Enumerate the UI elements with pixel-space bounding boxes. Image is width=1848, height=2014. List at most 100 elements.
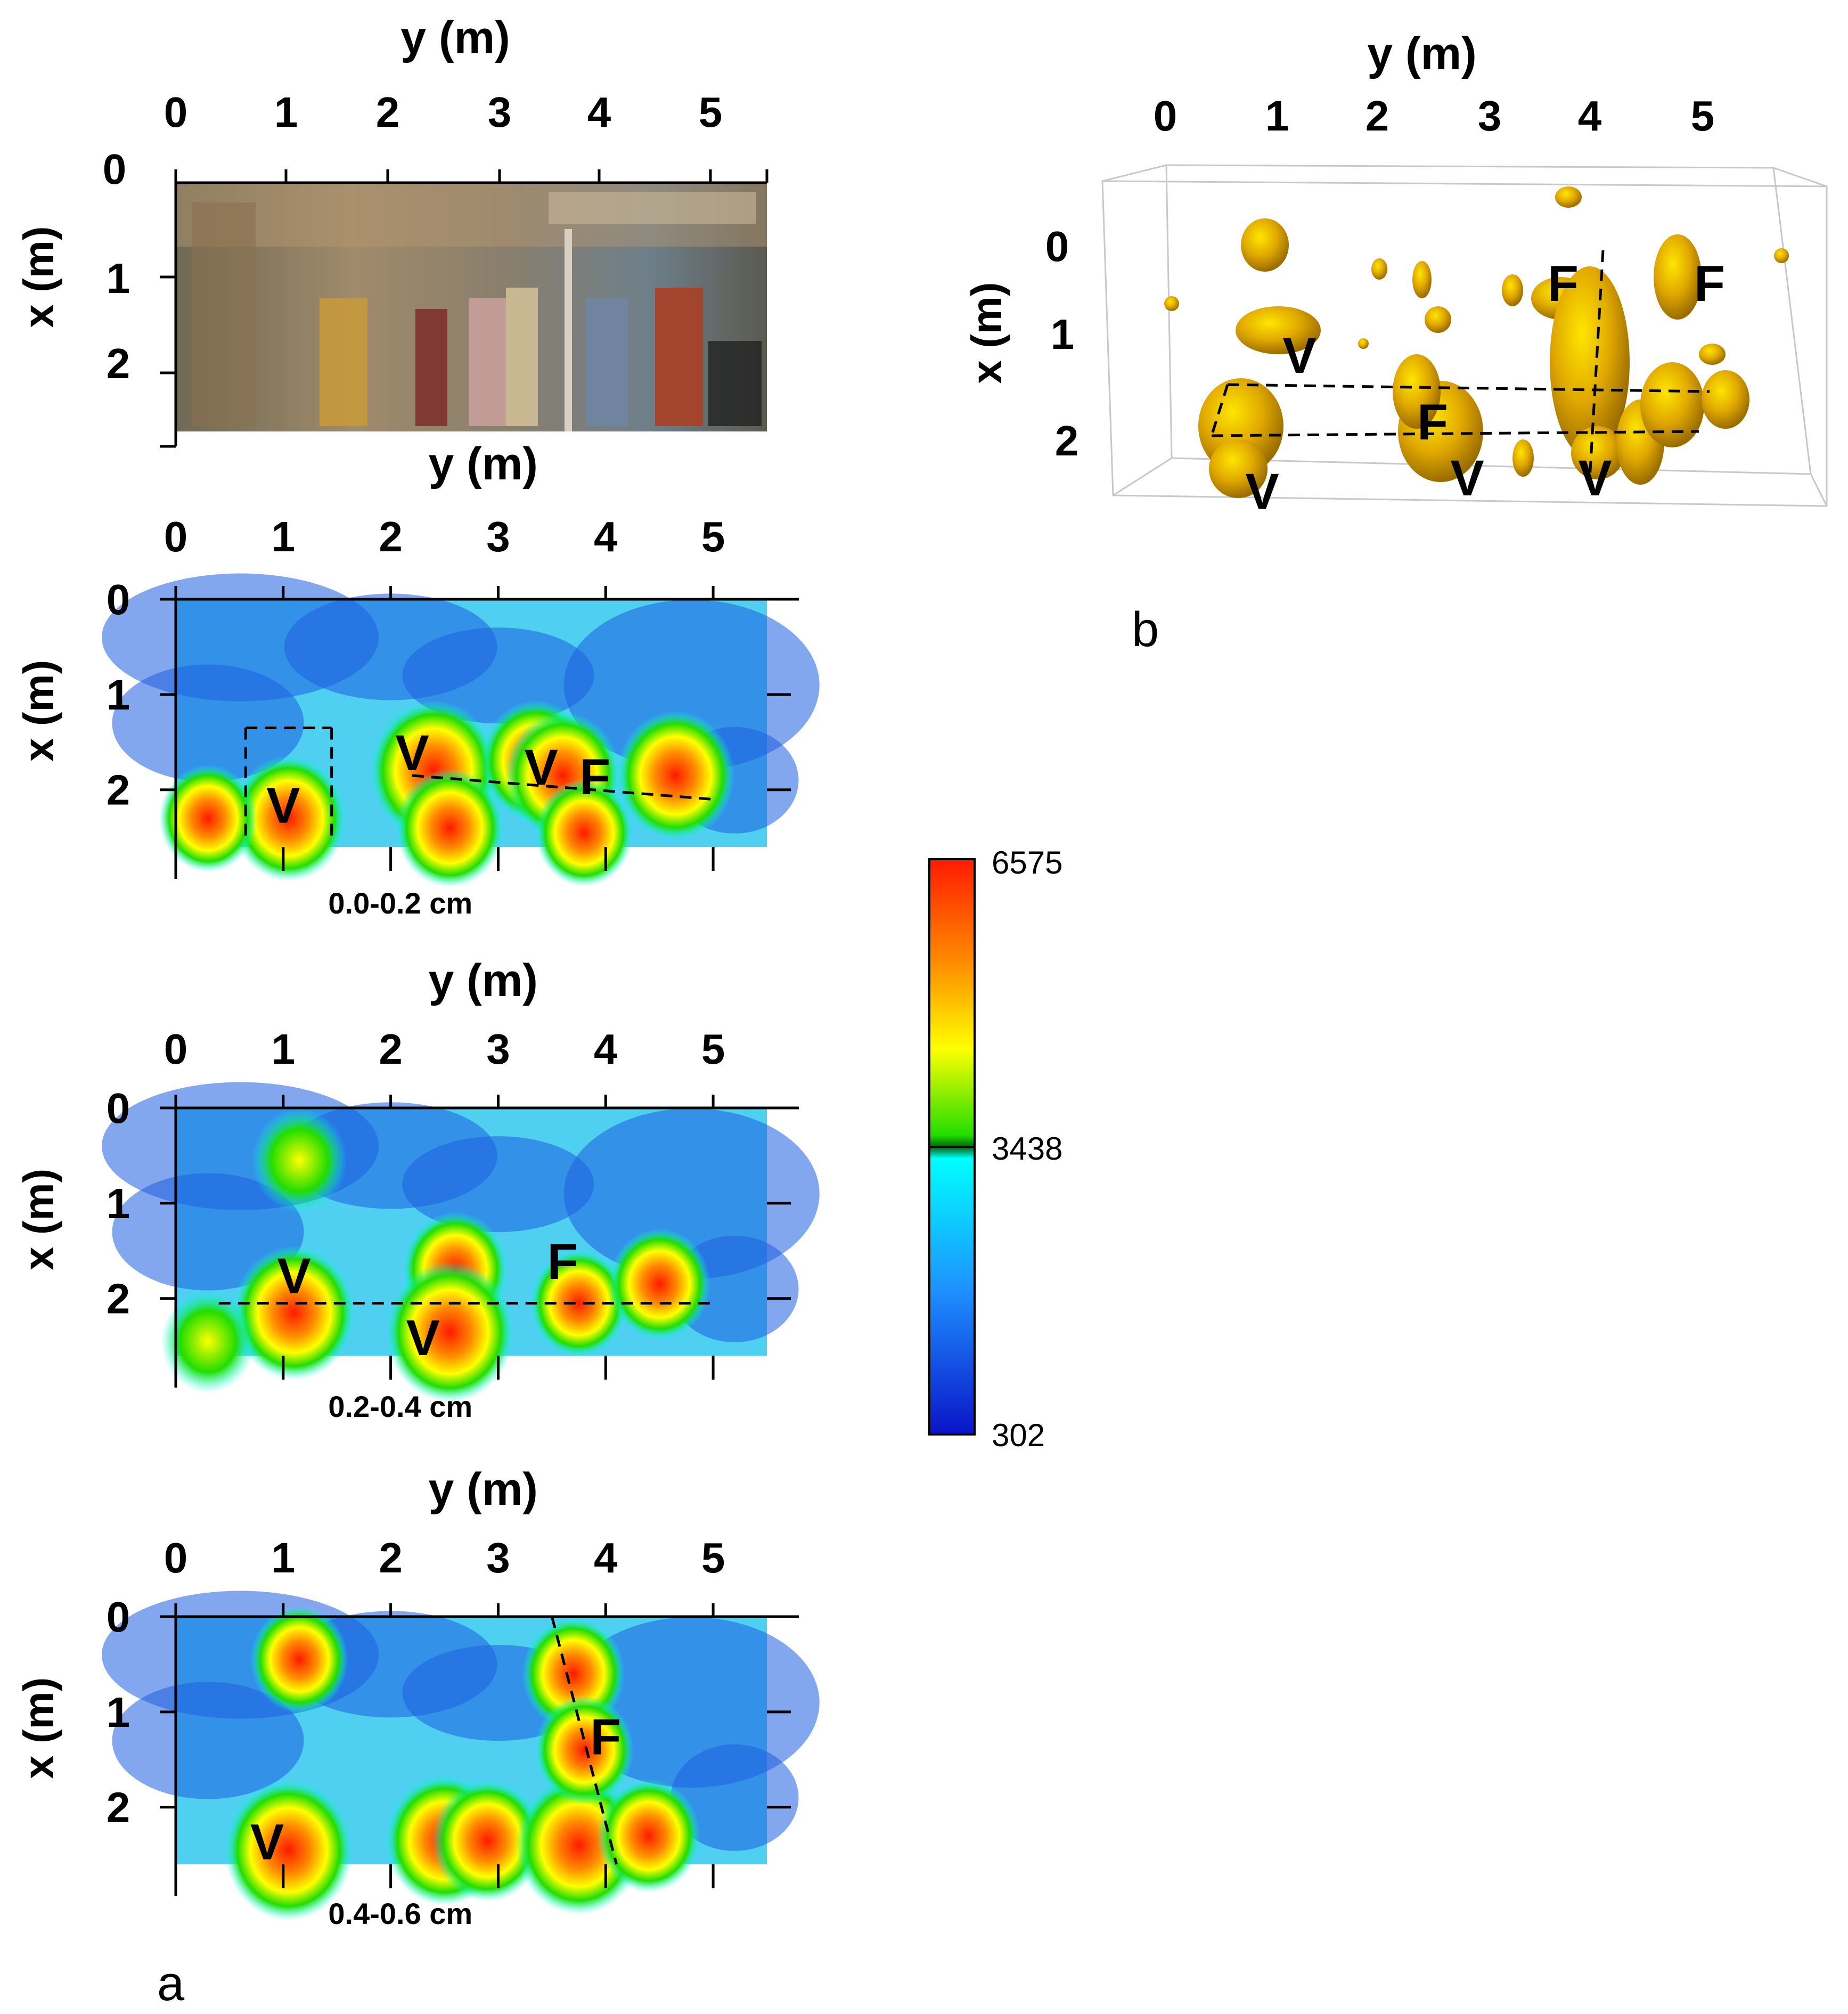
iso-surface-blob <box>1241 218 1289 272</box>
low-region <box>563 599 820 770</box>
iso-surface-blob <box>1502 274 1523 306</box>
depth-subtitle: 0.0-0.2 cm <box>328 886 472 920</box>
anomaly-label: V <box>1450 450 1484 507</box>
tick-label: 2 <box>107 767 130 814</box>
low-region <box>402 1136 594 1233</box>
x-axis-title: x (m) <box>15 660 62 762</box>
anomaly-label: F <box>547 1234 578 1290</box>
iso-surface-blob <box>1702 370 1749 429</box>
hotspot <box>530 1249 628 1357</box>
iso-surface-blob <box>1550 266 1630 458</box>
iso-surface-blob <box>1654 234 1702 320</box>
svg-text:2: 2 <box>1365 92 1389 140</box>
hotspot <box>233 1245 355 1380</box>
iso-surface-blob <box>1358 338 1369 349</box>
iso-surface-blob <box>1164 296 1179 311</box>
fracture-line <box>412 774 714 801</box>
tick-label: 0 <box>107 576 130 623</box>
tick-label: 5 <box>701 513 725 560</box>
tick-label: 1 <box>272 1025 296 1073</box>
tick-label: 0 <box>164 1534 188 1581</box>
tick-label: 0 <box>107 1085 130 1132</box>
colorbar-max-label: 6575 <box>992 845 1062 880</box>
svg-text:1: 1 <box>1051 311 1075 358</box>
hotspot <box>432 1780 543 1902</box>
hotspot <box>159 764 257 873</box>
iso-surface-blob <box>1699 344 1726 365</box>
iso-surface-blob <box>1412 261 1432 298</box>
tick-label: 0 <box>164 513 188 560</box>
iso-surface-blob <box>1236 306 1321 354</box>
anomaly-label: V <box>277 1248 310 1304</box>
tick-label: 2 <box>379 513 403 560</box>
x-axis-title: x (m) <box>15 1169 62 1270</box>
tick-label: 0 <box>164 88 188 136</box>
tick-label: 3 <box>486 1025 510 1073</box>
iso-surface-blob <box>1640 362 1704 447</box>
anomaly-label: V <box>524 739 558 796</box>
tick-label: 4 <box>594 1025 618 1073</box>
tick-label: 3 <box>486 513 510 560</box>
tick-label: 1 <box>107 671 130 719</box>
hotspot <box>161 1290 255 1393</box>
anomaly-label: V <box>250 1814 284 1870</box>
panel-3d-y-ticks: 0 1 2 3 4 5 <box>1154 92 1715 140</box>
x-axis-title: x (m) <box>15 1677 62 1779</box>
depth-subtitle: 0.2-0.4 cm <box>328 1390 472 1423</box>
tick-label: 5 <box>701 1025 725 1073</box>
svg-text:5: 5 <box>1691 92 1715 140</box>
photo-panel: y (m) 0 1 2 3 4 5 0 1 2 x (m) <box>15 12 768 448</box>
hotspot <box>250 1605 348 1714</box>
tick-label: 4 <box>594 1534 618 1581</box>
y-axis-title: y (m) <box>428 955 537 1006</box>
panel-3d-y-axis-title: y (m) <box>1367 28 1476 79</box>
colorbar-min-label: 302 <box>992 1417 1045 1453</box>
photo-y-ticks: 0 1 2 3 4 5 <box>164 88 723 136</box>
tick-label: 2 <box>379 1534 403 1581</box>
svg-text:0: 0 <box>1045 223 1069 270</box>
fracture-line <box>550 1616 618 1865</box>
tick-label: 2 <box>376 88 400 136</box>
iso-surfaces <box>1164 186 1789 498</box>
svg-text:0: 0 <box>103 145 127 193</box>
hotspot <box>396 768 504 887</box>
hotspot <box>535 1695 634 1805</box>
hotspot <box>616 711 735 841</box>
tick-label: 3 <box>486 1534 510 1581</box>
hotspot <box>608 1228 710 1340</box>
tick-label: 2 <box>107 1784 130 1831</box>
hotspot <box>224 1780 353 1921</box>
low-region <box>670 1744 799 1851</box>
tick-label: 1 <box>107 1180 130 1227</box>
colorbar: 6575 3438 302 <box>928 845 1062 1453</box>
anomaly-label: F <box>1417 394 1448 451</box>
tick-label: 2 <box>379 1025 403 1073</box>
svg-text:4: 4 <box>1578 92 1602 140</box>
depth-subtitle: 0.4-0.6 cm <box>328 1897 472 1930</box>
iso-surface-blob <box>1555 186 1582 208</box>
photo-y-axis-title: y (m) <box>400 12 510 63</box>
tick-label: 4 <box>594 513 618 560</box>
iso-surface-blob <box>1425 306 1451 333</box>
anomaly-label: V <box>1282 328 1316 384</box>
anomaly-label: V <box>1245 463 1279 520</box>
panel-3d-x-axis-title: x (m) <box>963 282 1010 384</box>
low-region <box>402 627 594 724</box>
y-axis-title: y (m) <box>428 438 537 490</box>
bounding-box <box>1101 164 1828 507</box>
hotspot <box>597 1779 700 1893</box>
anomaly-label: V <box>406 1310 439 1366</box>
hotspot <box>251 1108 347 1213</box>
tick-label: 0 <box>164 1025 188 1073</box>
photo-x-ticks: 0 1 2 <box>103 145 130 387</box>
hotspot <box>535 779 633 886</box>
photo-x-axis-title: x (m) <box>15 226 62 328</box>
tick-label: 2 <box>107 1275 130 1323</box>
anomaly-label: V <box>395 725 429 781</box>
anomaly-label: F <box>1694 256 1725 312</box>
tick-label: 4 <box>587 88 611 136</box>
anomaly-label: F <box>590 1709 621 1766</box>
